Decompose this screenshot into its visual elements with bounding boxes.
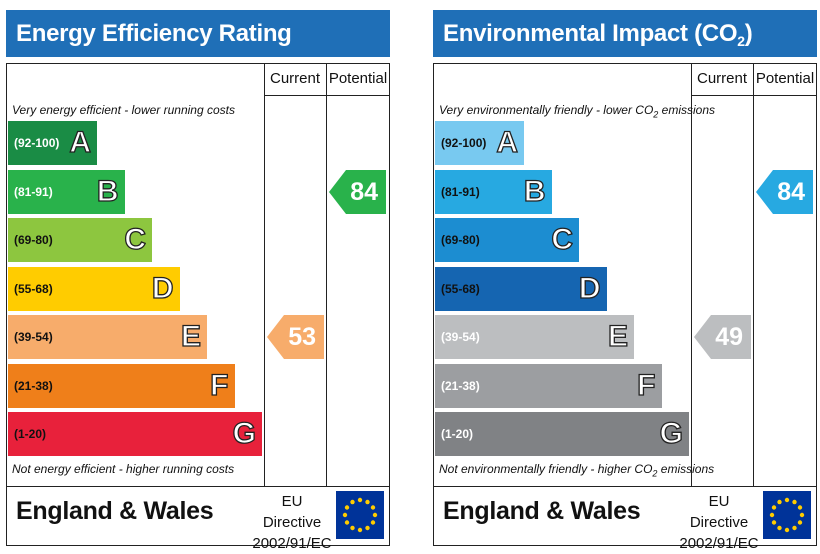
current-rating-arrow-value: 53 xyxy=(288,323,316,351)
top-caption-part-1: Very environmentally friendly - lower CO xyxy=(439,103,654,117)
band-b: (81-91) B xyxy=(8,169,125,214)
potential-rating-arrow-value: 84 xyxy=(777,177,805,206)
band-letter: C xyxy=(124,222,147,256)
band-range-label: (69-80) xyxy=(441,233,480,247)
band-range-label: (21-38) xyxy=(441,378,480,393)
band-letter: F xyxy=(210,368,230,402)
energy-efficiency-title: Energy Efficiency Rating xyxy=(6,10,390,57)
bottom-caption: Not environmentally friendly - higher CO… xyxy=(439,462,714,478)
band-letter: B xyxy=(523,174,546,208)
environmental-impact-title: Environmental Impact (CO2) Rating xyxy=(433,10,817,97)
region-label: England & Wales xyxy=(16,497,214,525)
band-g: (1-20) G xyxy=(435,412,689,456)
band-b: (81-91) B xyxy=(435,169,552,214)
eu-directive-line1: EU Directive xyxy=(262,493,322,531)
band-g: (1-20) G xyxy=(8,412,262,456)
potential-column-header: Potential xyxy=(328,70,388,87)
header-row-divider xyxy=(264,95,390,96)
current-rating-arrow-value: 49 xyxy=(715,323,743,351)
region-label: England & Wales xyxy=(443,497,641,525)
band-range-label: (1-20) xyxy=(441,427,474,441)
footer-divider xyxy=(6,486,390,487)
band-range-label: (81-91) xyxy=(14,184,53,199)
band-e: (39-54) E xyxy=(8,315,207,359)
eu-flag-icon xyxy=(336,491,384,539)
potential-column-divider xyxy=(326,63,327,486)
band-range-label: (39-54) xyxy=(441,330,480,344)
band-letter: G xyxy=(232,416,257,450)
top-caption-subscript: 2 xyxy=(653,109,659,120)
potential-column-header: Potential xyxy=(755,70,815,87)
top-caption-part-2: emissions xyxy=(658,103,715,117)
band-range-label: (55-68) xyxy=(441,281,480,296)
eu-directive-line2: 2002/91/EC xyxy=(252,535,332,552)
band-range-label: (21-38) xyxy=(14,378,53,393)
band-letter: A xyxy=(496,125,519,159)
eu-directive-line2: 2002/91/EC xyxy=(679,535,759,552)
band-range-label: (69-80) xyxy=(14,233,53,247)
band-letter: A xyxy=(69,125,92,159)
title-part-1: Environmental Impact (CO xyxy=(443,20,738,47)
band-a: (92-100) A xyxy=(435,121,524,165)
current-rating-arrow: 49 xyxy=(694,315,751,359)
current-column-header: Current xyxy=(269,70,321,87)
bottom-caption-part-1: Not environmentally friendly - higher CO xyxy=(439,462,653,476)
band-range-label: (81-91) xyxy=(441,184,480,199)
eu-directive-line1: EU Directive xyxy=(689,493,749,531)
header-row-divider xyxy=(691,95,817,96)
current-rating-arrow: 53 xyxy=(267,315,324,359)
title-subscript: 2 xyxy=(737,33,745,49)
band-range-label: (1-20) xyxy=(14,427,47,441)
band-letter: E xyxy=(607,319,628,353)
title-part-2: ) Rating xyxy=(443,20,753,97)
band-letter: B xyxy=(96,174,119,208)
band-range-label: (92-100) xyxy=(441,136,487,150)
band-letter: D xyxy=(151,271,174,305)
band-letter: E xyxy=(180,319,201,353)
eu-directive: EU Directive 2002/91/EC xyxy=(679,491,759,554)
band-range-label: (39-54) xyxy=(14,330,53,344)
current-column-divider xyxy=(691,63,692,486)
environmental-impact-frame xyxy=(433,63,817,546)
band-letter: G xyxy=(659,416,684,450)
band-letter: D xyxy=(578,271,601,305)
band-f: (21-38) F xyxy=(435,363,662,408)
band-c: (69-80) C xyxy=(435,218,579,262)
band-letter: F xyxy=(637,368,657,402)
bottom-caption: Not energy efficient - higher running co… xyxy=(12,462,235,476)
current-column-divider xyxy=(264,63,265,486)
energy-efficiency-frame xyxy=(6,63,390,546)
eu-flag-icon xyxy=(763,491,811,539)
top-caption: Very environmentally friendly - lower CO… xyxy=(439,103,715,119)
band-range-label: (55-68) xyxy=(14,281,53,296)
band-d: (55-68) D xyxy=(435,266,607,311)
potential-rating-arrow: 84 xyxy=(329,169,386,214)
environmental-impact-panel: Environmental Impact (CO2) Rating Curren… xyxy=(433,0,817,552)
footer-divider xyxy=(433,486,817,487)
band-d: (55-68) D xyxy=(8,266,180,311)
potential-rating-arrow-value: 84 xyxy=(350,177,378,206)
energy-efficiency-panel: Energy Efficiency Rating Current Potenti… xyxy=(6,0,390,552)
band-c: (69-80) C xyxy=(8,218,152,262)
top-caption: Very energy efficient - lower running co… xyxy=(12,103,235,117)
band-e: (39-54) E xyxy=(435,315,634,359)
potential-rating-arrow: 84 xyxy=(756,169,813,214)
band-range-label: (92-100) xyxy=(14,136,60,150)
band-f: (21-38) F xyxy=(8,363,235,408)
band-a: (92-100) A xyxy=(8,121,97,165)
potential-column-divider xyxy=(753,63,754,486)
bottom-caption-part-2: emissions xyxy=(657,462,715,476)
current-column-header: Current xyxy=(696,70,748,87)
band-letter: C xyxy=(551,222,574,256)
eu-directive: EU Directive 2002/91/EC xyxy=(252,491,332,554)
bottom-caption-subscript: 2 xyxy=(652,468,658,479)
